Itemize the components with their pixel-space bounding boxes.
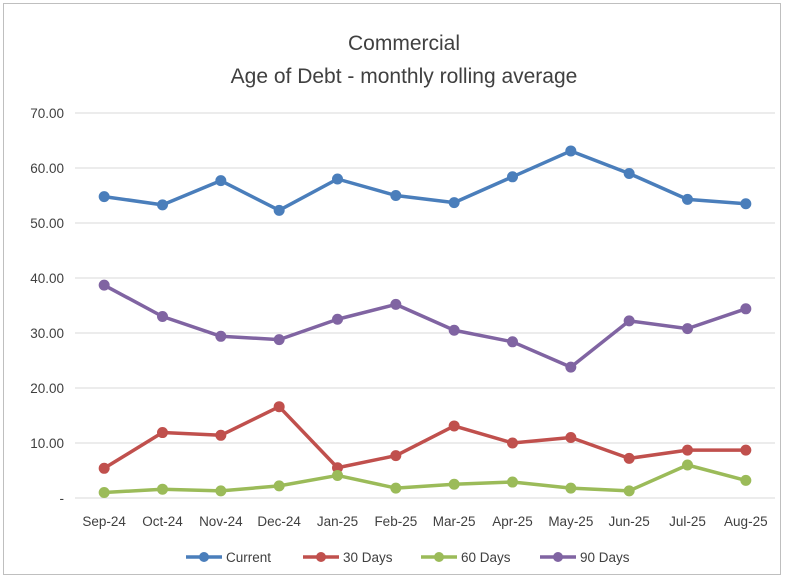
legend-marker-60-days bbox=[434, 552, 444, 562]
data-point-30-days bbox=[623, 452, 635, 464]
data-point-90-days bbox=[332, 313, 343, 325]
y-tick-label: 30.00 bbox=[30, 326, 64, 341]
data-point-60-days bbox=[332, 469, 343, 481]
data-point-30-days bbox=[565, 432, 577, 443]
data-point-90-days bbox=[215, 330, 227, 342]
data-point-30-days bbox=[448, 420, 460, 432]
data-point-30-days bbox=[507, 437, 518, 449]
legend-item-90-days: 90 Days bbox=[540, 550, 630, 565]
series-line-current bbox=[102, 149, 748, 213]
x-tick-label: Dec-24 bbox=[257, 514, 301, 529]
data-point-90-days bbox=[157, 311, 168, 322]
x-tick-label: Jul-25 bbox=[669, 514, 706, 529]
data-point-90-days bbox=[98, 279, 110, 291]
data-point-current bbox=[740, 198, 752, 210]
data-point-30-days bbox=[157, 427, 168, 439]
legend-label-30-days: 30 Days bbox=[343, 550, 393, 565]
data-point-current bbox=[273, 204, 285, 216]
x-tick-label: Feb-25 bbox=[374, 514, 417, 529]
data-point-60-days bbox=[623, 485, 635, 497]
legend-marker-current bbox=[199, 552, 209, 562]
data-point-60-days bbox=[740, 474, 752, 486]
x-tick-label: Mar-25 bbox=[433, 514, 476, 529]
y-tick-label: 60.00 bbox=[30, 161, 64, 176]
data-point-90-days bbox=[623, 315, 635, 327]
data-point-60-days bbox=[390, 482, 402, 494]
legend-marker-90-days bbox=[553, 552, 563, 562]
data-point-30-days bbox=[390, 450, 402, 462]
data-point-current bbox=[623, 168, 635, 179]
data-point-60-days bbox=[507, 476, 518, 488]
y-tick-label: 20.00 bbox=[30, 381, 64, 396]
series-30-days bbox=[98, 401, 752, 474]
legend-label-90-days: 90 Days bbox=[580, 550, 630, 565]
data-point-60-days bbox=[98, 487, 110, 498]
data-point-current bbox=[98, 191, 110, 203]
data-point-90-days bbox=[565, 361, 577, 373]
chart-subtitle: Age of Debt - monthly rolling average bbox=[231, 65, 578, 88]
series-60-days bbox=[98, 459, 752, 498]
data-point-30-days bbox=[273, 401, 285, 413]
data-point-30-days bbox=[740, 444, 752, 456]
legend-item-30-days: 30 Days bbox=[303, 550, 393, 565]
x-tick-label: Nov-24 bbox=[199, 514, 243, 529]
data-point-60-days bbox=[565, 482, 577, 494]
data-point-60-days bbox=[682, 459, 693, 471]
x-tick-label: Oct-24 bbox=[142, 514, 183, 529]
x-tick-label: Apr-25 bbox=[492, 514, 533, 529]
data-point-60-days bbox=[157, 483, 168, 495]
gridlines bbox=[75, 112, 775, 499]
series-90-days bbox=[98, 279, 752, 373]
data-point-90-days bbox=[448, 324, 460, 336]
y-tick-label: - bbox=[60, 491, 65, 506]
x-tick-label: Aug-25 bbox=[724, 514, 768, 529]
y-tick-label: 50.00 bbox=[30, 216, 64, 231]
legend-label-current: Current bbox=[226, 550, 271, 565]
legend-item-60-days: 60 Days bbox=[421, 550, 511, 565]
x-tick-label: Jun-25 bbox=[609, 514, 650, 529]
data-point-current bbox=[215, 175, 227, 187]
x-tick-label: Jan-25 bbox=[317, 514, 358, 529]
y-axis-tick-labels: - 10.00 20.00 30.00 40.00 50.00 60.00 70.00 bbox=[30, 106, 64, 506]
legend-item-current: Current bbox=[186, 550, 271, 565]
y-tick-label: 10.00 bbox=[30, 436, 64, 451]
data-point-90-days bbox=[507, 336, 518, 348]
y-tick-label: 70.00 bbox=[30, 106, 64, 121]
data-point-60-days bbox=[273, 480, 285, 492]
series-lines bbox=[98, 145, 752, 498]
data-point-30-days bbox=[98, 462, 110, 474]
legend: Current 30 Days 60 Days 90 Days bbox=[186, 550, 630, 565]
data-point-90-days bbox=[390, 298, 402, 310]
data-point-60-days bbox=[448, 478, 460, 490]
data-point-current bbox=[390, 190, 402, 201]
x-axis-tick-labels: Sep-24 Oct-24 Nov-24 Dec-24 Jan-25 Feb-25 Mar-… bbox=[82, 514, 767, 529]
data-point-30-days bbox=[215, 429, 227, 441]
x-tick-label: Sep-24 bbox=[82, 514, 126, 529]
series-line-60-days bbox=[102, 463, 748, 495]
series-current bbox=[98, 145, 752, 216]
data-point-current bbox=[507, 171, 518, 183]
series-line-30-days bbox=[102, 404, 748, 471]
data-point-current bbox=[332, 173, 343, 185]
data-point-90-days bbox=[740, 303, 752, 315]
data-point-30-days bbox=[682, 444, 693, 456]
legend-label-60-days: 60 Days bbox=[461, 550, 511, 565]
data-point-current bbox=[682, 193, 693, 205]
y-tick-label: 40.00 bbox=[30, 271, 64, 286]
data-point-current bbox=[565, 145, 577, 157]
chart-title: Commercial bbox=[348, 32, 460, 55]
x-tick-label: May-25 bbox=[548, 514, 593, 529]
data-point-current bbox=[448, 197, 460, 209]
data-point-90-days bbox=[682, 323, 693, 335]
data-point-90-days bbox=[273, 334, 285, 346]
series-line-90-days bbox=[102, 283, 748, 369]
data-point-current bbox=[157, 199, 168, 211]
legend-marker-30-days bbox=[316, 552, 326, 562]
data-point-60-days bbox=[215, 485, 227, 497]
